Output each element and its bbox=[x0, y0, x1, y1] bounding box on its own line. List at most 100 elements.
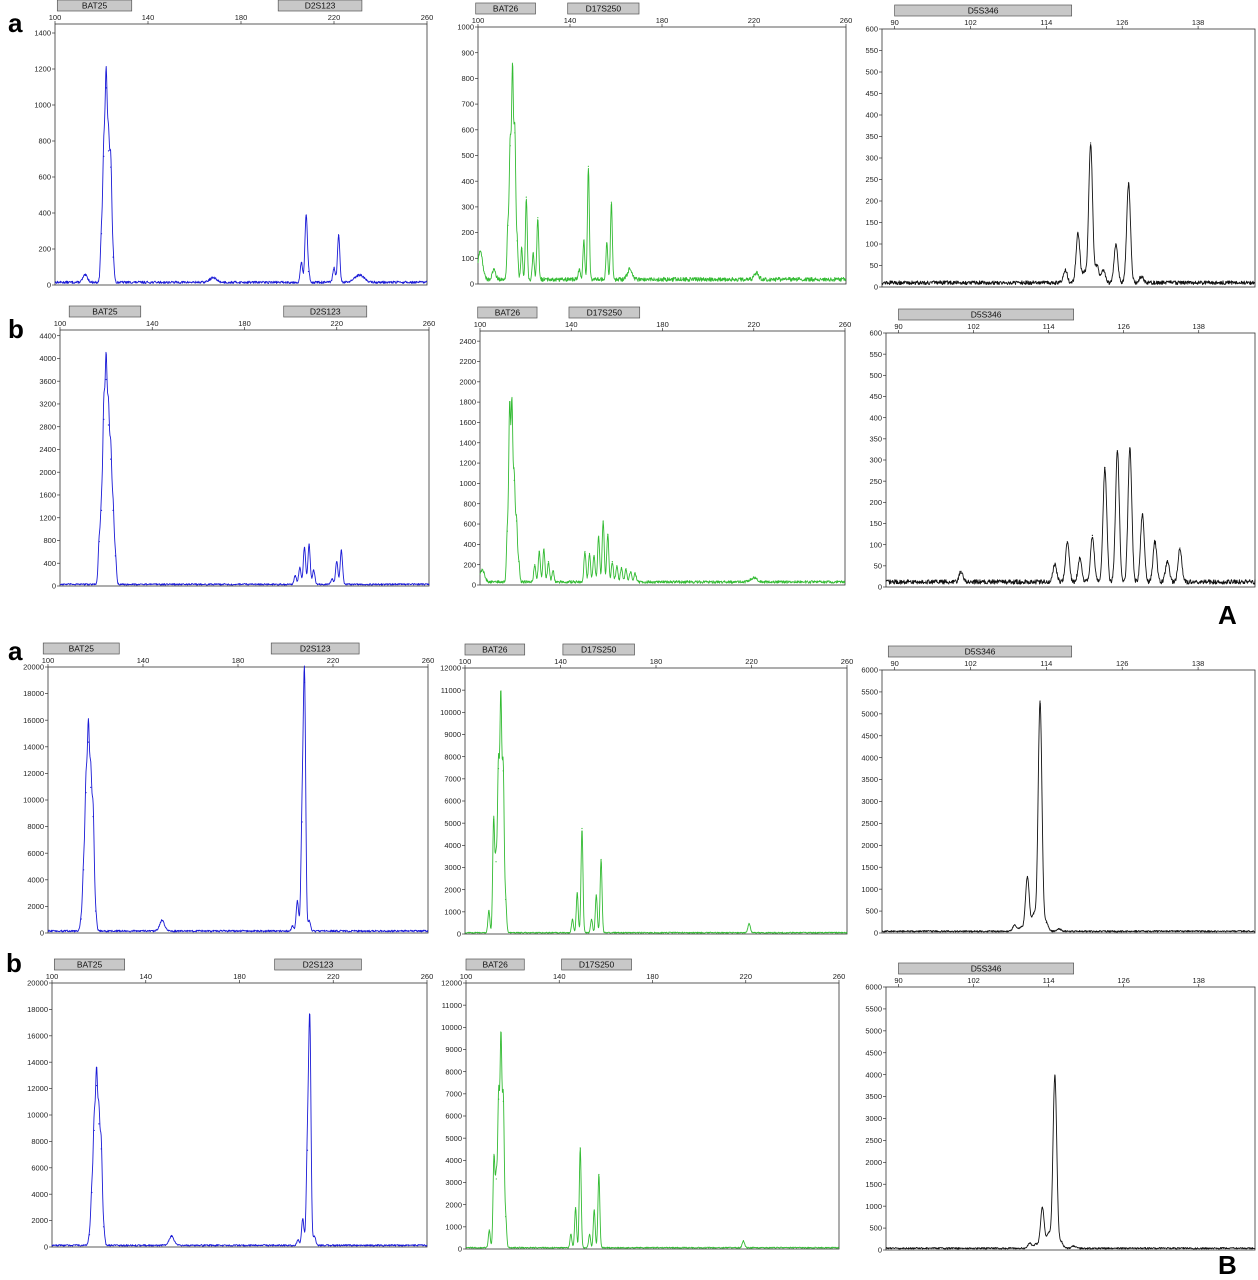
peak-point bbox=[1026, 875, 1029, 878]
y-tick-label: 4000 bbox=[445, 1156, 462, 1165]
x-tick-label: 260 bbox=[841, 657, 854, 666]
y-tick-label: 100 bbox=[869, 540, 882, 549]
peak-point bbox=[294, 575, 296, 577]
marker-label: BAT26 bbox=[495, 308, 521, 318]
x-tick-label: 140 bbox=[553, 972, 566, 981]
x-tick-label: 220 bbox=[328, 13, 341, 22]
peak-point bbox=[170, 1235, 173, 1237]
x-tick-label: 90 bbox=[890, 659, 898, 668]
peak-point bbox=[578, 268, 580, 270]
trace-line bbox=[881, 143, 1256, 286]
y-tick-label: 600 bbox=[869, 329, 882, 338]
x-tick-label: 220 bbox=[330, 319, 343, 328]
marker-label: D5S346 bbox=[971, 310, 1002, 320]
y-tick-label: 10000 bbox=[440, 708, 461, 717]
peak-point bbox=[571, 918, 574, 920]
peak-point bbox=[598, 1173, 600, 1176]
x-tick-label: 138 bbox=[1192, 18, 1205, 27]
peak-point bbox=[336, 560, 338, 563]
peak-point bbox=[552, 570, 554, 572]
peak-point bbox=[587, 165, 590, 167]
peak-point bbox=[525, 196, 527, 198]
x-tick-label: 220 bbox=[747, 320, 760, 329]
peak-point bbox=[303, 546, 306, 548]
plot-A-a-1: 100 140 180 220 260 0 200 400 600 800 1000 1200 1400… bbox=[34, 0, 433, 290]
peak-point bbox=[107, 150, 110, 152]
x-tick-label: 114 bbox=[1040, 18, 1052, 27]
marker-label: D2S123 bbox=[303, 960, 334, 970]
peak-point bbox=[292, 925, 294, 927]
peak-point bbox=[100, 509, 103, 511]
y-tick-label: 0 bbox=[878, 1246, 882, 1255]
peak-point bbox=[481, 569, 483, 571]
y-tick-label: 1800 bbox=[459, 398, 476, 407]
peak-point bbox=[1058, 928, 1060, 930]
peak-point bbox=[493, 268, 495, 270]
peak-point bbox=[302, 1218, 304, 1220]
marker-label: D2S123 bbox=[305, 1, 336, 11]
x-tick-label: 140 bbox=[139, 972, 152, 981]
peak-point bbox=[532, 253, 534, 255]
peak-point bbox=[534, 564, 536, 566]
x-tick-label: 90 bbox=[894, 976, 902, 985]
plot-B-b-3: 90 102 114 126 138 0 500 1000 1500 2000 2500 3000 35… bbox=[865, 962, 1256, 1255]
x-tick-label: 90 bbox=[890, 18, 898, 27]
plot-B-b-1: 100 140 180 220 260 0 2000 4000 6000 8000 10000 120… bbox=[27, 958, 433, 1252]
x-tick-label: 260 bbox=[839, 320, 852, 329]
y-tick-label: 2200 bbox=[459, 357, 476, 366]
y-tick-label: 3500 bbox=[861, 775, 878, 784]
x-tick-label: 260 bbox=[422, 656, 435, 665]
plot-frame bbox=[54, 23, 428, 286]
peak-point bbox=[593, 554, 595, 557]
marker-bin-BAT25 bbox=[56, 0, 133, 12]
x-tick-label: 220 bbox=[739, 972, 752, 981]
y-tick-label: 12000 bbox=[27, 1084, 48, 1093]
y-tick-label: 5000 bbox=[444, 819, 461, 828]
peak-point bbox=[495, 861, 497, 863]
marker-bin-BAT25 bbox=[53, 958, 126, 971]
y-tick-label: 500 bbox=[869, 371, 882, 380]
x-tick-label: 140 bbox=[554, 657, 567, 666]
x-tick-label: 220 bbox=[745, 657, 758, 666]
peak-point bbox=[1102, 269, 1104, 271]
peak-point bbox=[1064, 269, 1066, 271]
peak-point bbox=[574, 1207, 577, 1209]
plot-B-b-2: 100 140 180 220 260 0 1000 2000 3000 4000 5000 6000… bbox=[441, 958, 845, 1254]
peak-point bbox=[1014, 924, 1016, 926]
y-tick-label: 1000 bbox=[34, 101, 51, 110]
plot-frame bbox=[885, 332, 1256, 588]
y-tick-label: 2000 bbox=[865, 1158, 882, 1167]
y-tick-label: 500 bbox=[865, 68, 878, 77]
trace-line bbox=[47, 665, 429, 933]
y-tick-label: 1000 bbox=[445, 1222, 462, 1231]
marker-bin-D2S123 bbox=[274, 958, 362, 971]
peak-point bbox=[331, 578, 333, 580]
peak-point bbox=[504, 898, 507, 901]
y-tick-label: 2000 bbox=[444, 885, 461, 894]
peak-point bbox=[753, 577, 755, 579]
y-tick-label: 1600 bbox=[459, 418, 476, 427]
y-tick-label: 200 bbox=[869, 498, 882, 507]
marker-bin-BAT26 bbox=[465, 958, 525, 971]
panel-letter-B-b: b bbox=[6, 948, 22, 978]
y-tick-label: 2000 bbox=[31, 1216, 48, 1225]
marker-label: D5S346 bbox=[965, 647, 996, 657]
y-tick-label: 550 bbox=[865, 46, 878, 55]
peak-point bbox=[112, 256, 114, 258]
peak-point bbox=[103, 418, 105, 420]
x-tick-label: 100 bbox=[46, 972, 59, 981]
peak-point bbox=[610, 201, 613, 203]
y-tick-label: 6000 bbox=[444, 797, 461, 806]
y-tick-label: 50 bbox=[870, 261, 878, 270]
peak-point bbox=[588, 1233, 591, 1235]
peak-point bbox=[91, 1191, 93, 1194]
peak-point bbox=[537, 217, 539, 219]
plot-A-b-2: 100 140 180 220 260 0 200 400 600 800 1000 1200 1400… bbox=[459, 306, 852, 590]
peak-point bbox=[518, 561, 520, 563]
peak-point bbox=[488, 909, 490, 912]
peak-point bbox=[521, 247, 523, 250]
peak-point bbox=[507, 224, 509, 227]
y-tick-label: 20000 bbox=[23, 663, 44, 672]
peak-point bbox=[161, 919, 163, 921]
peak-point bbox=[313, 569, 315, 571]
